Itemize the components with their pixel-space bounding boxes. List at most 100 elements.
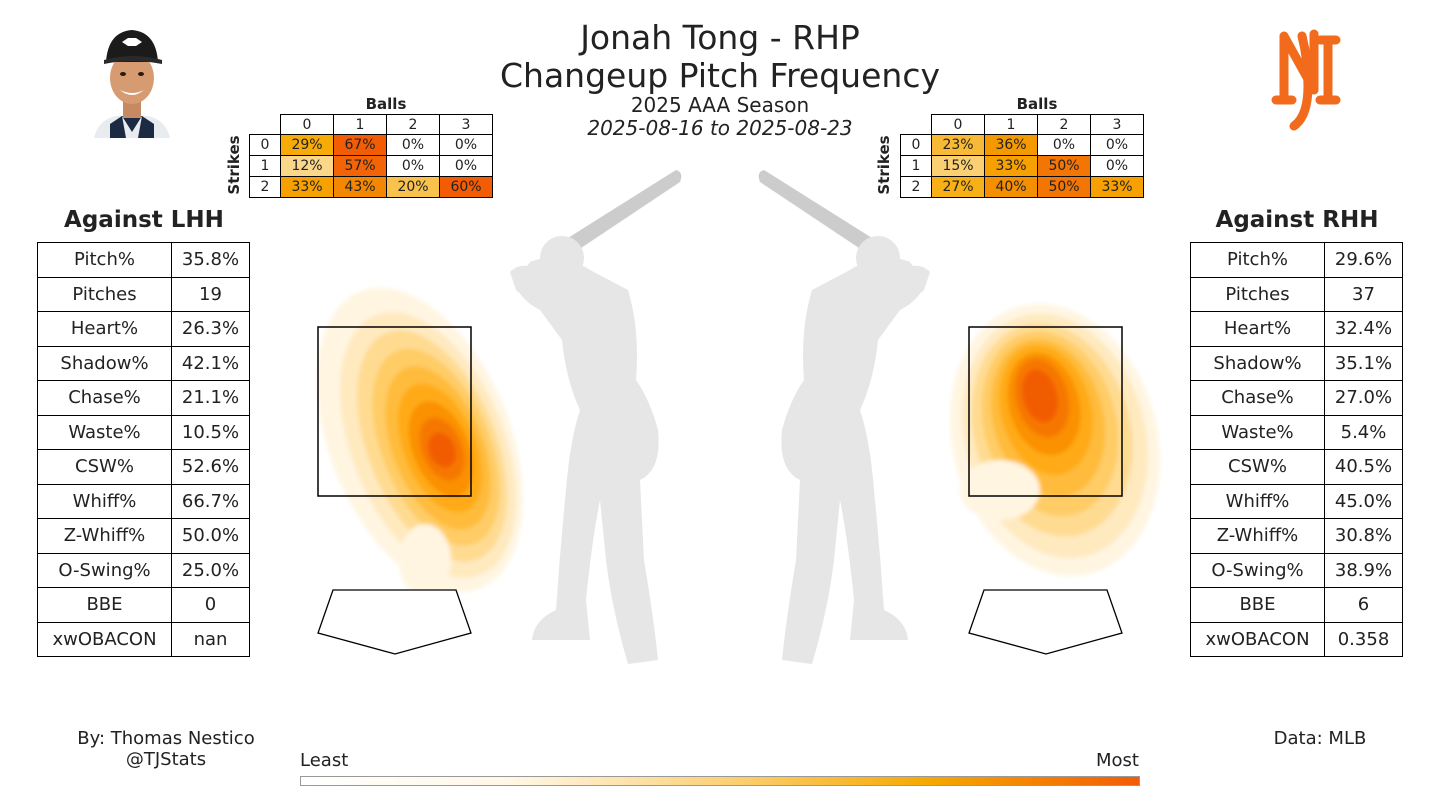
stat-row: Pitches 19 bbox=[37, 276, 250, 312]
stat-value: 0 bbox=[171, 587, 250, 623]
author-handle: @TJStats bbox=[125, 749, 207, 770]
stat-value: 29.6% bbox=[1324, 242, 1403, 278]
ball-header: 3 bbox=[1090, 114, 1144, 135]
stat-row: xwOBACON nan bbox=[37, 621, 250, 657]
count-cell: 29% bbox=[280, 134, 334, 156]
stat-label: Pitches bbox=[37, 276, 172, 312]
stat-value: 25.0% bbox=[171, 552, 250, 588]
balls-label-right: Balls bbox=[1016, 95, 1058, 113]
stat-row: xwOBACON 0.358 bbox=[1190, 621, 1403, 657]
stat-label: xwOBACON bbox=[1190, 621, 1325, 657]
stat-value: 27.0% bbox=[1324, 380, 1403, 416]
season-label: 2025 AAA Season bbox=[630, 93, 810, 117]
stat-value: 26.3% bbox=[171, 311, 250, 347]
balls-label-left: Balls bbox=[365, 95, 407, 113]
stat-value: 6 bbox=[1324, 587, 1403, 623]
stat-row: Pitches 37 bbox=[1190, 276, 1403, 312]
count-cell: 0% bbox=[1090, 134, 1144, 156]
colorbar bbox=[300, 776, 1140, 786]
team-logo bbox=[1271, 29, 1341, 131]
stat-label: xwOBACON bbox=[37, 621, 172, 657]
count-grid-right: 0 1 2 3 0 23% 36% 0% 0% 1 15% 33% 50% 0%… bbox=[900, 114, 1144, 198]
lhh-batter-silhouette bbox=[510, 170, 682, 664]
stat-row: Chase% 21.1% bbox=[37, 380, 250, 416]
count-cell: 67% bbox=[333, 134, 387, 156]
stat-value: 45.0% bbox=[1324, 483, 1403, 519]
chart-subtitle: Changeup Pitch Frequency bbox=[499, 56, 940, 95]
chart-title: Jonah Tong - RHP bbox=[580, 18, 860, 57]
stat-value: 37 bbox=[1324, 276, 1403, 312]
count-cell: 0% bbox=[386, 134, 440, 156]
stat-row: Z-Whiff% 50.0% bbox=[37, 518, 250, 554]
stat-row: O-Swing% 38.9% bbox=[1190, 552, 1403, 588]
count-cell: 0% bbox=[439, 134, 493, 156]
stat-label: Heart% bbox=[1190, 311, 1325, 347]
count-cell: 27% bbox=[931, 176, 985, 198]
count-cell: 33% bbox=[1090, 176, 1144, 198]
rhh-home-plate bbox=[968, 589, 1123, 655]
stat-value: 32.4% bbox=[1324, 311, 1403, 347]
legend-most-label: Most bbox=[1096, 750, 1139, 771]
stat-row: Whiff% 66.7% bbox=[37, 483, 250, 519]
lhh-strike-zone bbox=[317, 326, 472, 497]
stat-label: Whiff% bbox=[37, 483, 172, 519]
stat-row: BBE 6 bbox=[1190, 587, 1403, 623]
stat-row: Heart% 32.4% bbox=[1190, 311, 1403, 347]
lhh-stats-table: Pitch% 35.8% Pitches 19 Heart% 26.3% Shadow% 42… bbox=[37, 242, 250, 657]
stat-value: 0.358 bbox=[1324, 621, 1403, 657]
lhh-title: Against LHH bbox=[64, 207, 224, 233]
stat-row: CSW% 52.6% bbox=[37, 449, 250, 485]
stat-value: 40.5% bbox=[1324, 449, 1403, 485]
count-cell: 23% bbox=[931, 134, 985, 156]
stat-row: Pitch% 29.6% bbox=[1190, 242, 1403, 278]
count-cell: 60% bbox=[439, 176, 493, 198]
lhh-home-plate bbox=[317, 589, 472, 655]
stat-label: CSW% bbox=[37, 449, 172, 485]
author-credit: By: Thomas Nestico @TJStats bbox=[60, 728, 272, 770]
legend-least-label: Least bbox=[300, 750, 349, 771]
rhh-stats-table: Pitch% 29.6% Pitches 37 Heart% 32.4% Shadow% 35… bbox=[1190, 242, 1403, 657]
stat-value: 19 bbox=[171, 276, 250, 312]
stat-label: Waste% bbox=[1190, 414, 1325, 450]
count-cell: 0% bbox=[1037, 134, 1091, 156]
count-cell: 43% bbox=[333, 176, 387, 198]
stat-row: Z-Whiff% 30.8% bbox=[1190, 518, 1403, 554]
count-grid-left: 0 1 2 3 0 29% 67% 0% 0% 1 12% 57% 0% 0% … bbox=[249, 114, 493, 198]
stat-row: Chase% 27.0% bbox=[1190, 380, 1403, 416]
stat-label: Whiff% bbox=[1190, 483, 1325, 519]
stat-row: Shadow% 35.1% bbox=[1190, 345, 1403, 381]
stat-label: BBE bbox=[37, 587, 172, 623]
stat-value: 50.0% bbox=[171, 518, 250, 554]
stat-value: 21.1% bbox=[171, 380, 250, 416]
count-cell: 12% bbox=[280, 155, 334, 177]
stat-value: 66.7% bbox=[171, 483, 250, 519]
author-name: By: Thomas Nestico bbox=[77, 728, 255, 749]
stat-row: Whiff% 45.0% bbox=[1190, 483, 1403, 519]
count-cell: 33% bbox=[984, 155, 1038, 177]
count-cell: 57% bbox=[333, 155, 387, 177]
stat-value: 38.9% bbox=[1324, 552, 1403, 588]
rhh-density-heatmap bbox=[950, 304, 1160, 576]
count-cell: 40% bbox=[984, 176, 1038, 198]
stat-label: Z-Whiff% bbox=[37, 518, 172, 554]
rhh-batter-silhouette bbox=[758, 170, 930, 664]
stat-row: Pitch% 35.8% bbox=[37, 242, 250, 278]
rhh-title: Against RHH bbox=[1215, 207, 1379, 233]
count-cell: 33% bbox=[280, 176, 334, 198]
stat-row: BBE 0 bbox=[37, 587, 250, 623]
stat-value: nan bbox=[171, 621, 250, 657]
count-cell: 20% bbox=[386, 176, 440, 198]
stat-value: 30.8% bbox=[1324, 518, 1403, 554]
stat-label: O-Swing% bbox=[1190, 552, 1325, 588]
count-cell: 36% bbox=[984, 134, 1038, 156]
lhh-density-heatmap bbox=[317, 287, 523, 596]
rhh-strike-zone bbox=[968, 326, 1123, 497]
data-source: Data: MLB bbox=[1273, 728, 1367, 749]
stat-label: Chase% bbox=[37, 380, 172, 416]
stat-label: CSW% bbox=[1190, 449, 1325, 485]
stat-row: Shadow% 42.1% bbox=[37, 345, 250, 381]
stat-row: CSW% 40.5% bbox=[1190, 449, 1403, 485]
player-headshot bbox=[94, 30, 170, 138]
date-range: 2025-08-16 to 2025-08-23 bbox=[587, 116, 853, 140]
